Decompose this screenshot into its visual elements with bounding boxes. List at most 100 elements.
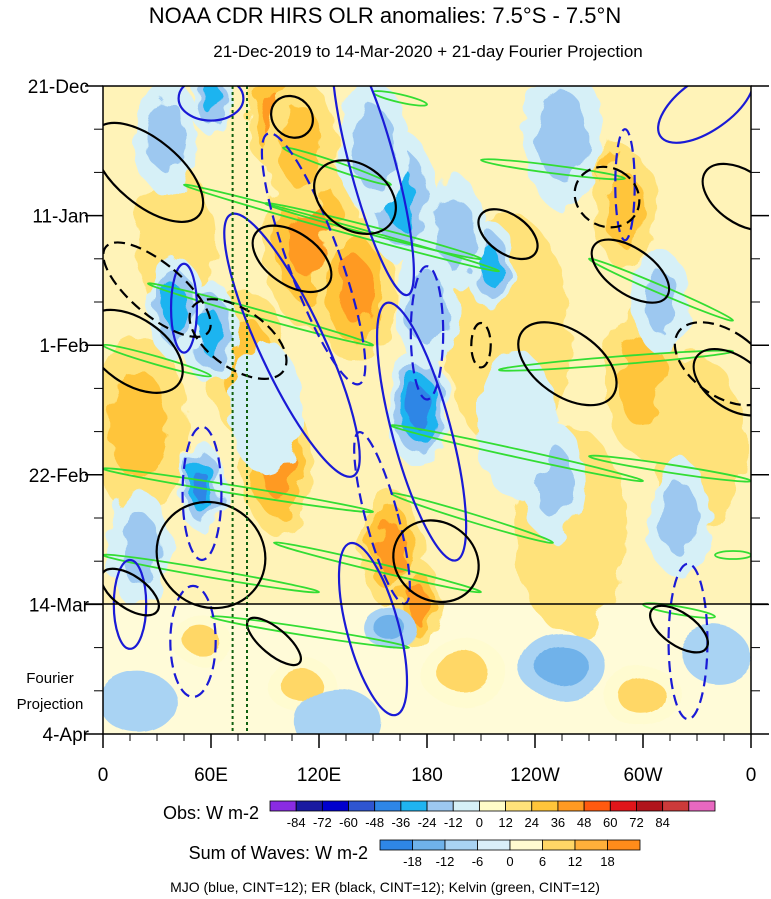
proj-blob-7-level-1: [680, 626, 750, 681]
obs-colorbar-swatch-1: [295, 800, 323, 812]
obs-blob-31-level-2: [119, 512, 159, 586]
kelvin-contour-11: [103, 467, 374, 514]
obs-colorbar-swatch-7: [452, 800, 480, 812]
kelvin-contour-1: [282, 146, 392, 187]
mjo-wave-contours: [112, 86, 751, 721]
er-contour-13: [155, 500, 267, 610]
er-contour-8: [590, 238, 671, 304]
obs-colorbar-level-9: 24: [525, 815, 539, 830]
obs-colorbar-swatch-3: [348, 800, 376, 812]
er-contour-2: [103, 308, 184, 394]
wave-colorbar-swatch-0: [379, 839, 413, 851]
obs-colorbar-level-5: -24: [418, 815, 437, 830]
obs-blob-26-level-2: [407, 271, 447, 345]
obs-colorbar-swatch-12: [583, 800, 611, 812]
projection-label-line1: Fourier: [26, 670, 74, 687]
obs-blob-21-level-4: [406, 386, 430, 428]
x-tick-label-6: 0: [746, 765, 757, 786]
projection-label-line2: Projection: [17, 696, 84, 713]
x-tick-label-3: 180: [411, 765, 443, 786]
obs-colorbar: -84 -72 -60 -48 -36 -24 -12 0 12 24 36 48 60 72 84: [269, 800, 716, 830]
wave-colorbar-swatch-4: [509, 839, 543, 851]
obs-blob-11-level-2: [109, 370, 169, 481]
obs-blob-24-level-3: [479, 245, 501, 285]
y-tick-label-0: 21-Dec: [28, 77, 89, 98]
wave-colorbar-swatch-1: [412, 839, 446, 851]
wave-colorbar: -18 -12 -6 0 6 12 18: [379, 839, 641, 869]
kelvin-contour-8: [498, 349, 734, 372]
mjo-contour-3: [260, 132, 367, 386]
mjo-contour-11: [337, 541, 409, 717]
wave-colorbar-level-6: 18: [600, 854, 614, 869]
reference-longitude-lines: [231, 86, 248, 734]
wave-colorbar-swatch-6: [574, 839, 608, 851]
obs-colorbar-swatch-15: [662, 800, 690, 812]
wave-colorbar-swatch-7: [607, 839, 641, 851]
projection-anomaly-field: [103, 608, 750, 734]
er-contour-0: [103, 121, 205, 224]
obs-colorbar-level-2: -60: [339, 815, 358, 830]
x-axis: 0 60E 120E 180 120W 60W 0: [98, 734, 757, 786]
proj-blob-8-level-1: [293, 687, 381, 734]
x-tick-label-1: 60E: [194, 765, 228, 786]
obs-blob-19-level-3: [162, 285, 188, 332]
obs-colorbar-swatch-5: [400, 800, 428, 812]
obs-blob-34-level-1: [477, 351, 557, 500]
er-contour-18: [470, 321, 492, 369]
obs-colorbar-level-12: 60: [603, 815, 617, 830]
obs-blob-27-level-2: [537, 89, 587, 181]
x-tick-label-4: 120W: [510, 765, 560, 786]
wave-colorbar-swatch-5: [542, 839, 576, 851]
proj-blob-2-level-2: [437, 651, 489, 693]
chart-subtitle: 21-Dec-2019 to 14-Mar-2020 + 21-day Four…: [213, 42, 642, 61]
mjo-contour-7: [375, 301, 468, 562]
obs-colorbar-level-11: 48: [577, 815, 591, 830]
chart-title: NOAA CDR HIRS OLR anomalies: 7.5°S - 7.5…: [149, 3, 621, 28]
wave-colorbar-swatch-3: [477, 839, 511, 851]
er-contour-5: [251, 224, 333, 294]
x-tick-label-5: 60W: [623, 765, 662, 786]
mjo-contour-6: [223, 212, 361, 478]
mjo-contour-12: [169, 584, 217, 699]
obs-colorbar-level-4: -36: [391, 815, 410, 830]
footer-caption: MJO (blue, CINT=12); ER (black, CINT=12)…: [170, 879, 600, 895]
er-contour-7: [573, 165, 641, 229]
obs-colorbar-level-3: -48: [365, 815, 384, 830]
obs-colorbar-swatch-13: [609, 800, 637, 812]
er-contour-17: [649, 604, 709, 654]
y-tick-label-1: 11-Jan: [32, 207, 89, 228]
obs-colorbar-swatch-0: [269, 800, 297, 812]
obs-blob-30-level-3: [202, 86, 220, 115]
er-contour-4: [313, 159, 397, 235]
wave-colorbar-level-3: 0: [506, 854, 513, 869]
x-tick-label-0: 0: [98, 765, 109, 786]
kelvin-contour-10: [588, 454, 751, 483]
er-contour-3: [188, 298, 288, 380]
y-tick-label-4: 14-Mar: [29, 595, 90, 616]
mjo-contour-1: [657, 86, 751, 144]
obs-blob-33-level-1: [229, 340, 301, 474]
obs-colorbar-swatch-4: [374, 800, 402, 812]
plot-area: [103, 86, 751, 734]
obs-colorbar-level-7: 0: [476, 815, 483, 830]
wave-colorbar-level-1: -12: [436, 854, 455, 869]
obs-colorbar-swatch-2: [321, 800, 349, 812]
er-contour-15: [246, 616, 302, 667]
kelvin-contour-2: [480, 158, 626, 181]
wave-colorbar-level-4: 6: [539, 854, 546, 869]
obs-colorbar-level-14: 84: [655, 815, 669, 830]
er-contour-1: [103, 241, 212, 338]
obs-colorbar-level-0: -84: [287, 815, 306, 830]
proj-blob-5-level-2: [536, 645, 588, 687]
obs-colorbar-swatch-11: [557, 800, 585, 812]
obs-colorbar-swatch-8: [479, 800, 506, 812]
obs-colorbar-swatch-14: [636, 800, 664, 812]
proj-blob-3-level-2: [619, 678, 667, 716]
obs-blob-28-level-2: [659, 481, 699, 555]
x-tick-label-2: 120E: [297, 765, 341, 786]
wave-colorbar-level-2: -6: [472, 854, 484, 869]
mjo-contour-2: [331, 86, 415, 297]
obs-colorbar-label: Obs: W m-2: [163, 803, 259, 823]
mjo-contour-8: [409, 265, 445, 401]
